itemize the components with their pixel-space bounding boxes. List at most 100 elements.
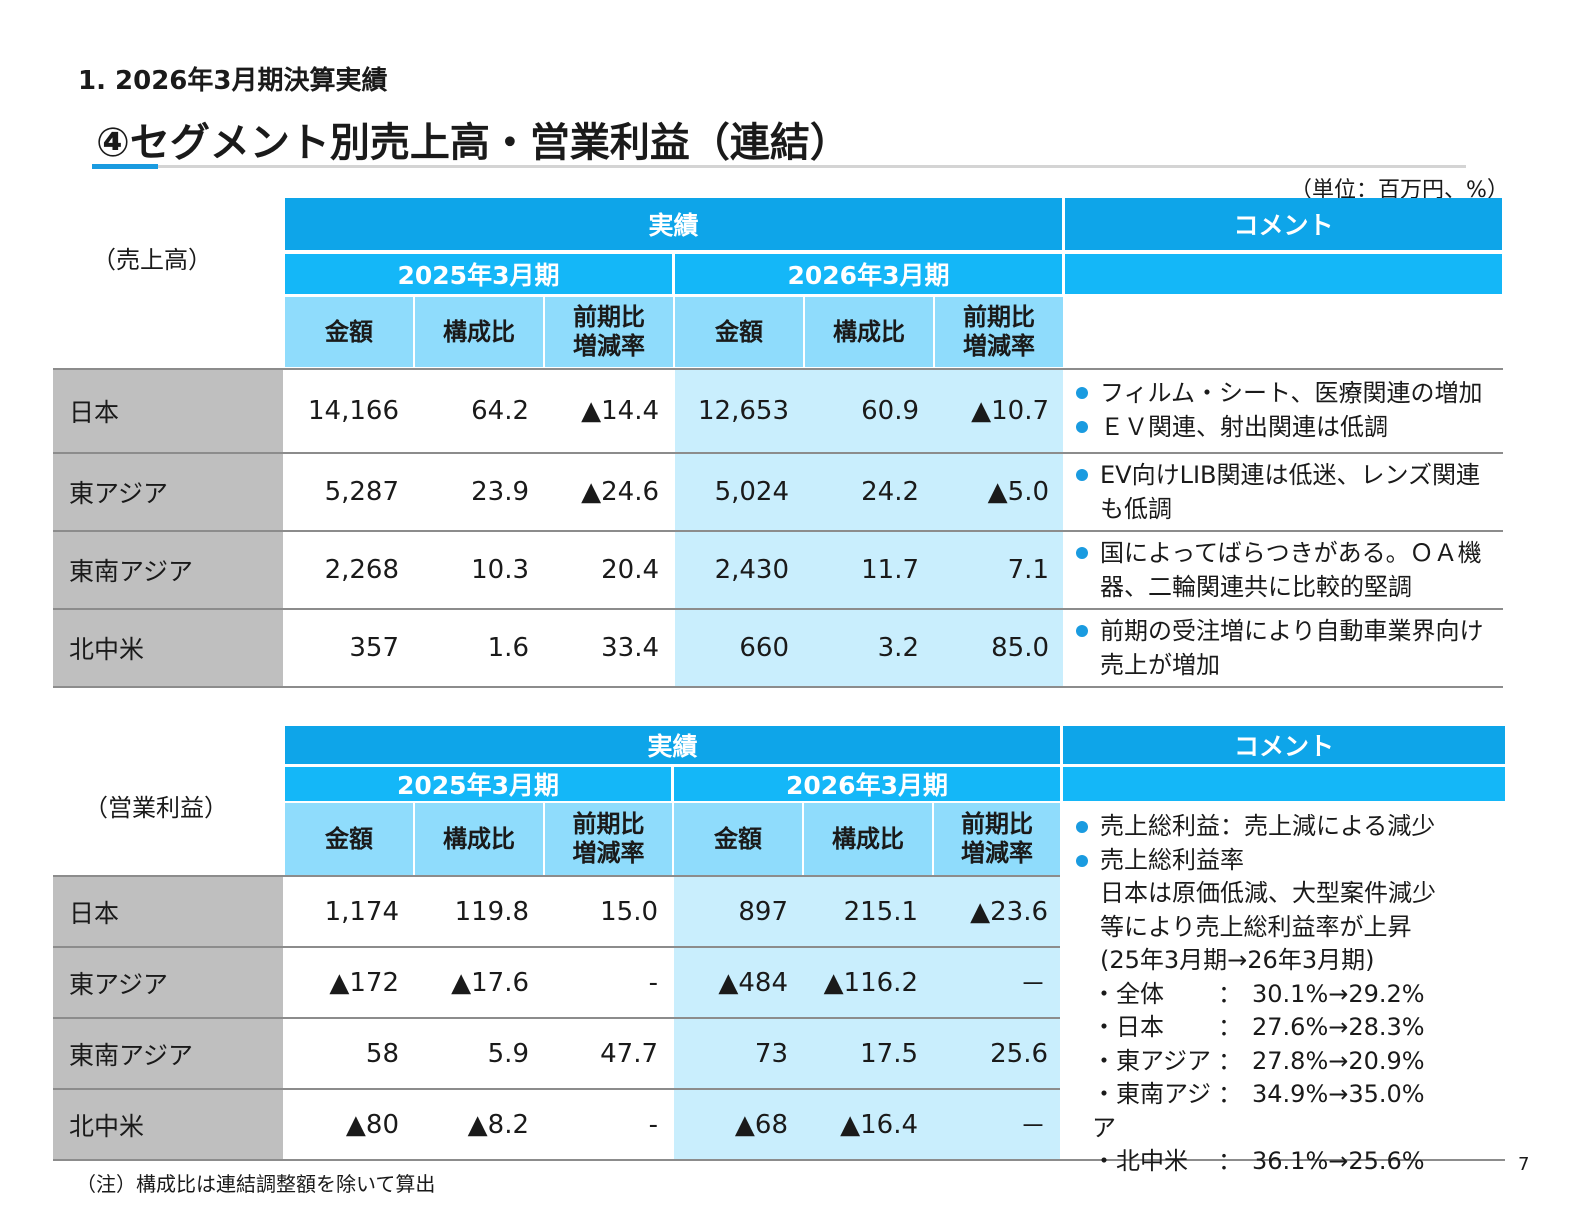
profit-cell: 897	[738, 896, 788, 927]
profit-cell: ▲172	[329, 967, 399, 998]
sales-cell: 2,430	[714, 555, 789, 585]
profit-row-label: 東アジア	[53, 948, 283, 1017]
sales-cell: 5,287	[324, 477, 399, 507]
profit-cell: ▲17.6	[451, 967, 529, 998]
sales-comment-header: コメント	[1065, 198, 1502, 250]
sales-row-label: 東南アジア	[53, 532, 283, 608]
sales-comment: 国によってばらつきがある。ＯＡ機器、二輪関連共に比較的堅調	[1072, 536, 1502, 604]
profit-cell: ▲8.2	[467, 1109, 529, 1140]
ratio-row: ・北中米： 36.1%→25.6%	[1092, 1147, 1425, 1175]
ratio-row: ・東南アジア： 34.9%→35.0%	[1092, 1080, 1425, 1142]
page-title: ④セグメント別売上高・営業利益（連結）	[96, 120, 850, 166]
sales-cell: 11.7	[861, 555, 919, 585]
sales-cell: ▲14.4	[581, 396, 659, 426]
sales-col-ratio-2: 構成比	[805, 297, 933, 367]
sales-cell: 10.3	[471, 555, 529, 585]
profit-cell: ▲16.4	[840, 1109, 918, 1140]
page-number: 7	[1518, 1154, 1530, 1175]
sales-results-header: 実績	[285, 198, 1062, 250]
profit-cell: 215.1	[843, 896, 918, 927]
profit-col-change: 前期比 増減率	[545, 803, 672, 875]
sales-col-change: 前期比 増減率	[545, 297, 673, 367]
sales-cell: 2,268	[324, 555, 399, 585]
sales-cell: ▲10.7	[971, 396, 1049, 426]
profit-cell: -	[648, 967, 658, 998]
comment-line: (25年3月期→26年3月期)	[1100, 946, 1375, 974]
sales-row-label: 日本	[53, 370, 283, 452]
profit-rule	[53, 1088, 1060, 1090]
comment-bullet: 売上総利益：売上減による減少	[1072, 810, 1502, 844]
sales-cell: 14,166	[308, 396, 399, 426]
title-accent	[92, 164, 158, 169]
profit-cell: 25.6	[990, 1038, 1048, 1069]
sales-cell: 357	[349, 633, 399, 663]
sales-cell: 5,024	[714, 477, 789, 507]
sales-rule	[53, 452, 1503, 454]
sales-rule	[53, 530, 1503, 532]
sales-comment: EV向けLIB関連は低迷、レンズ関連も低調	[1072, 458, 1502, 526]
sales-cell: 3.2	[877, 633, 919, 663]
sales-cell: 60.9	[861, 396, 919, 426]
profit-rule	[53, 875, 1060, 877]
profit-cell: ▲23.6	[970, 896, 1048, 927]
profit-row-label: 北中米	[53, 1090, 283, 1159]
profit-cell: 17.5	[860, 1038, 918, 1069]
ratio-row: ・全体： 30.1%→29.2%	[1092, 979, 1425, 1008]
profit-period1-header: 2025年3月期	[285, 767, 671, 801]
sales-rule	[53, 368, 1503, 370]
comment-line: 日本は原価低減、大型案件減少	[1100, 879, 1436, 907]
profit-cell: －	[1019, 1112, 1046, 1142]
sales-cell: 1.6	[487, 633, 529, 663]
sales-comment-subheader	[1065, 254, 1502, 294]
sales-row-label: 東アジア	[53, 454, 283, 530]
profit-results-header: 実績	[285, 726, 1060, 764]
ratio-row: ・東アジア： 27.8%→20.9%	[1092, 1046, 1425, 1075]
sales-cell: 24.2	[861, 477, 919, 507]
profit-row-label: 東南アジア	[53, 1019, 283, 1088]
sales-rule	[53, 686, 1503, 688]
profit-cell: 119.8	[454, 896, 529, 927]
comment-bullet: EV向けLIB関連は低迷、レンズ関連も低調	[1072, 458, 1502, 526]
profit-cell: ▲80	[345, 1109, 399, 1140]
profit-cell: 73	[754, 1038, 788, 1069]
sales-period1-header: 2025年3月期	[285, 254, 672, 294]
section-label: 1. 2026年3月期決算実績	[78, 66, 388, 96]
profit-rule	[53, 1017, 1060, 1019]
sales-cell: 7.1	[1007, 555, 1049, 585]
sales-period2-header: 2026年3月期	[675, 254, 1062, 294]
sales-cell: ▲24.6	[581, 477, 659, 507]
profit-cell: 1,174	[324, 896, 399, 927]
sales-cell: 33.4	[601, 633, 659, 663]
profit-cell: -	[648, 1109, 658, 1140]
profit-rule	[53, 1159, 1505, 1161]
profit-comment-header: コメント	[1063, 726, 1505, 764]
profit-col-ratio-2: 構成比	[804, 803, 932, 875]
sales-label: （売上高）	[92, 246, 212, 274]
sales-cell: 23.9	[471, 477, 529, 507]
sales-cell: ▲5.0	[987, 477, 1049, 507]
comment-bullet: 売上総利益率	[1072, 844, 1502, 878]
profit-cell: 58	[365, 1038, 399, 1069]
sales-cell: 85.0	[991, 633, 1049, 663]
sales-cell: 20.4	[601, 555, 659, 585]
profit-col-ratio: 構成比	[415, 803, 543, 875]
sales-col-amount: 金額	[285, 297, 413, 367]
profit-cell: 5.9	[487, 1038, 529, 1069]
sales-rule	[53, 608, 1503, 610]
profit-col-amount-2: 金額	[674, 803, 802, 875]
sales-col-change-2: 前期比 増減率	[935, 297, 1063, 367]
comment-bullet: ＥＶ関連、射出関連は低調	[1072, 410, 1502, 444]
ratio-row: ・日本： 27.6%→28.3%	[1092, 1013, 1425, 1041]
profit-cell: ▲484	[718, 967, 788, 998]
footnote: （注）構成比は連結調整額を除いて算出	[76, 1172, 436, 1196]
profit-col-amount: 金額	[285, 803, 413, 875]
profit-cell: ▲68	[734, 1109, 788, 1140]
comment-bullet: 前期の受注増により自動車業界向け売上が増加	[1072, 614, 1502, 682]
profit-cell: 47.7	[600, 1038, 658, 1069]
sales-cell: 660	[739, 633, 789, 663]
title-rule	[92, 165, 1466, 168]
profit-label: （営業利益）	[84, 794, 228, 822]
sales-comment: フィルム・シート、医療関連の増加 ＥＶ関連、射出関連は低調	[1072, 376, 1502, 444]
profit-cell: －	[1019, 970, 1046, 1000]
profit-cell: ▲116.2	[823, 967, 918, 998]
